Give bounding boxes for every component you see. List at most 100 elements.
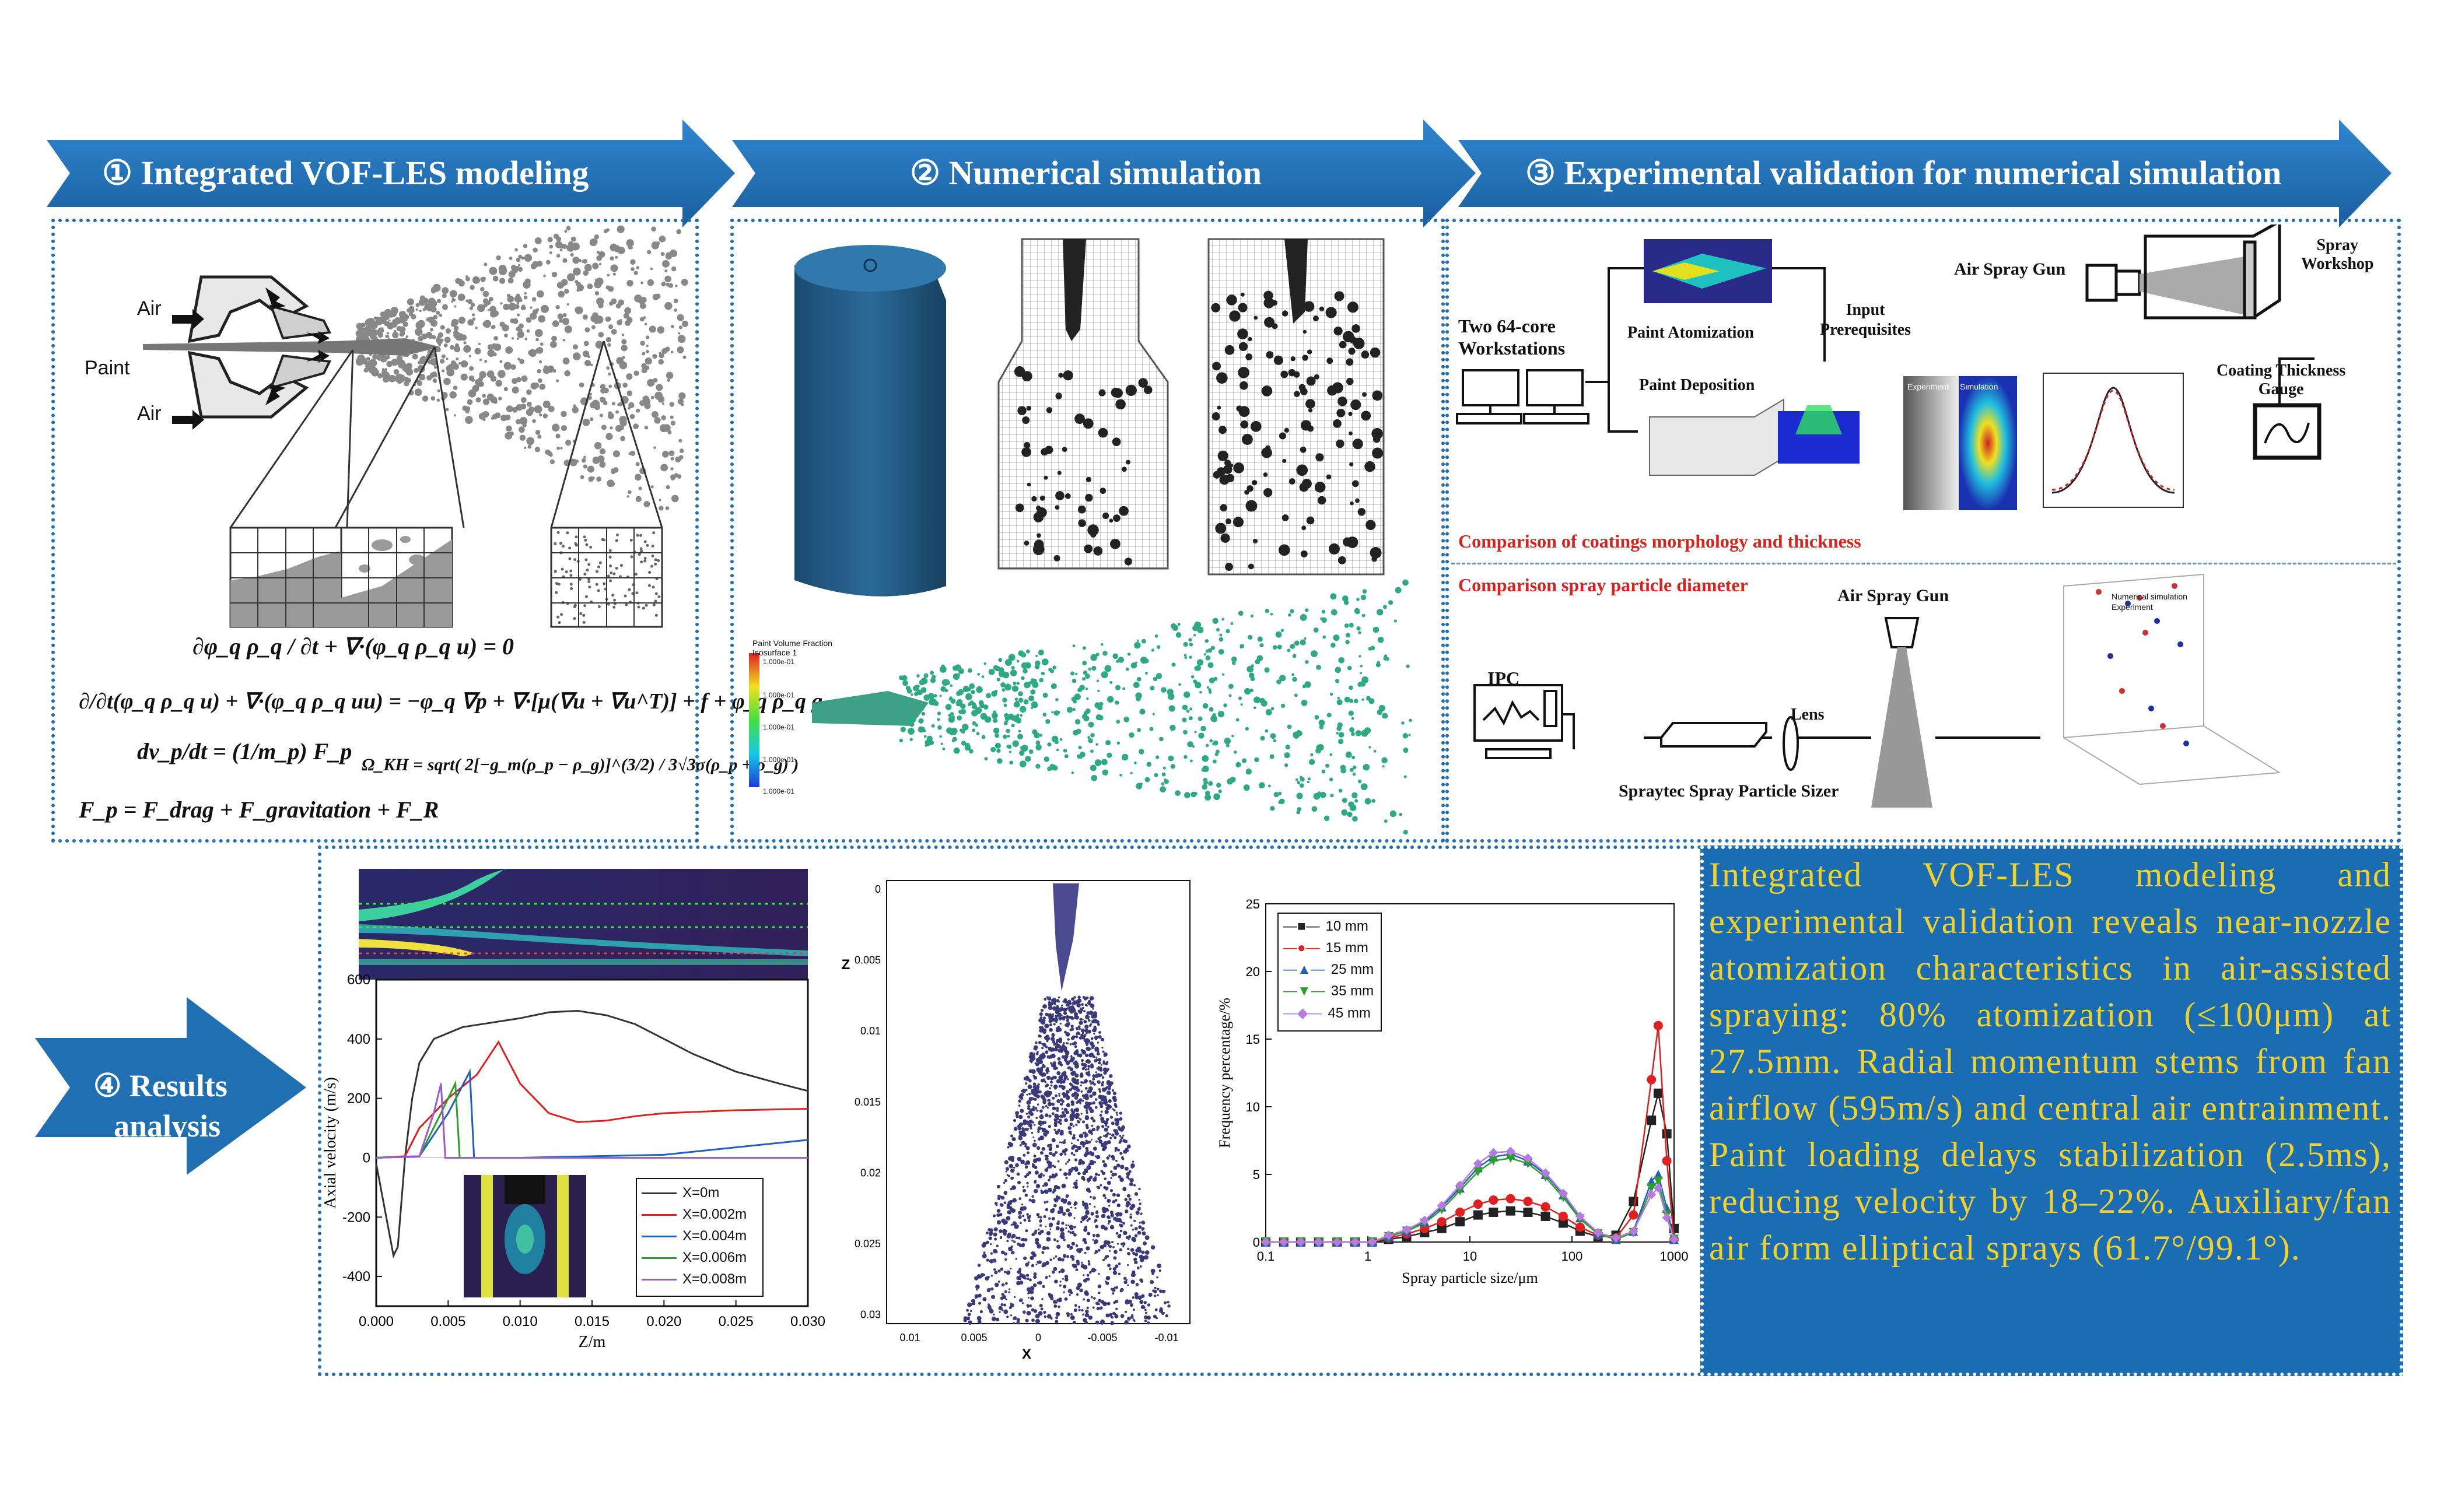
chart3-point xyxy=(1558,1211,1568,1221)
chart3-point xyxy=(1653,1176,1663,1186)
step4-arrow xyxy=(35,997,306,1175)
step3-arrow xyxy=(1458,120,2392,227)
workstations-label: Two 64-core Workstations xyxy=(1458,315,1566,359)
chart3-point xyxy=(1558,1188,1568,1198)
lens-icon xyxy=(1783,716,1799,771)
chart3-ytick: 5 xyxy=(1253,1167,1260,1182)
chart2-ytick: 0.01 xyxy=(860,1025,881,1037)
chart3-ytick: 10 xyxy=(1246,1100,1260,1114)
colorbar-tick: 1.000e-01 xyxy=(763,756,795,764)
chart3-point xyxy=(1437,1223,1447,1233)
velocity-inset xyxy=(464,1175,586,1297)
chart3-point xyxy=(1647,1183,1657,1193)
chart3-point xyxy=(1523,1159,1533,1169)
chart3-point xyxy=(1505,1153,1515,1163)
chart3-point xyxy=(1314,1237,1323,1247)
chart3-point xyxy=(1437,1201,1447,1211)
chart1-series-1 xyxy=(376,1040,808,1159)
chart1-legend-item: X=0.006m xyxy=(642,1250,747,1266)
chart3-xtick: 10 xyxy=(1463,1249,1477,1264)
chart2-xtick: 0 xyxy=(1035,1332,1041,1343)
chart1-series-2 xyxy=(376,1068,808,1159)
step1-arrow xyxy=(47,120,735,227)
legend-swatch: —▼— xyxy=(1283,983,1325,999)
paint-atomization-label: Paint Atomization xyxy=(1627,324,1754,342)
chart3-point xyxy=(1384,1230,1393,1240)
chart3-point xyxy=(1653,1183,1663,1193)
chart3-ytick: 25 xyxy=(1246,897,1260,911)
experiment-label: Experiment xyxy=(1907,382,1949,391)
chart1-ytick: 400 xyxy=(347,1032,370,1047)
chart3-xtick: 0.1 xyxy=(1257,1249,1275,1264)
lens-label: Lens xyxy=(1791,706,1825,724)
chart2-ytick: 0 xyxy=(875,883,881,895)
chart3-ylabel: Frequency percentage/% xyxy=(1216,998,1233,1148)
step1-title: ① Integrated VOF-LES modeling xyxy=(102,154,589,192)
chart3-point xyxy=(1629,1197,1638,1206)
chart3-ytick: 15 xyxy=(1246,1032,1260,1047)
legend-label: X=0.004m xyxy=(682,1228,747,1244)
chart3-legend-item: —▲— 25 mm xyxy=(1283,962,1374,978)
velocity-contour xyxy=(359,869,808,980)
chart1-xtick: 0.020 xyxy=(646,1314,681,1329)
chart3-point xyxy=(1540,1211,1550,1221)
chart3-point xyxy=(1593,1227,1603,1237)
chart3-xtick: 1000 xyxy=(1660,1249,1689,1264)
chart2-ytick: 0.03 xyxy=(860,1309,881,1321)
eq-continuity: ∂φ_q ρ_q / ∂t + ∇·(φ_q ρ_q u) = 0 xyxy=(192,633,514,659)
chart3-point xyxy=(1455,1180,1465,1190)
spraytec-label: Spraytec Spray Particle Sizer xyxy=(1619,781,1839,801)
chart3-xtick: 1 xyxy=(1364,1249,1371,1264)
chart3-point xyxy=(1558,1218,1568,1228)
chart3-point xyxy=(1629,1226,1638,1236)
legend-label: 15 mm xyxy=(1325,940,1368,956)
chart2-xlabel: X xyxy=(1022,1346,1031,1362)
chart3-point xyxy=(1505,1206,1515,1216)
chart3-legend-item: —◆— 45 mm xyxy=(1283,1005,1371,1022)
legend-swatch xyxy=(642,1214,677,1216)
chart3-point xyxy=(1611,1233,1621,1243)
nozzle-diagram xyxy=(143,225,689,628)
legend-label: X=0.008m xyxy=(682,1271,747,1287)
chart3-point xyxy=(1523,1153,1533,1163)
chart3-point xyxy=(1437,1217,1447,1227)
chart3-point xyxy=(1662,1129,1672,1139)
scatter3d-legend-exp: Experiment xyxy=(2112,602,2153,612)
scatter-3d xyxy=(2063,573,2280,785)
panel3-box xyxy=(1445,219,2401,843)
particle-scatter-chart: 0 0.005 0.01 0.015 0.02 0.025 0.03 0.01 0.005 0 -0… xyxy=(842,880,1191,1362)
chart2-xtick: 0.01 xyxy=(899,1332,920,1343)
experiment-image xyxy=(1903,376,1959,510)
air-spray-gun-label: Air Spray Gun xyxy=(1954,259,2066,279)
eq-omega: Ω_KH = sqrt( 2[−g_m(ρ_p − ρ_g)]^(3/2) / … xyxy=(362,755,799,774)
chart3-point xyxy=(1653,1088,1663,1098)
legend-label: 45 mm xyxy=(1328,1005,1371,1021)
panel2-box xyxy=(730,219,1445,843)
legend-swatch xyxy=(642,1279,677,1281)
chart3-point xyxy=(1279,1237,1288,1247)
chart1-ytick: 0 xyxy=(363,1150,370,1166)
legend-label: 35 mm xyxy=(1330,983,1374,999)
chart3-point xyxy=(1662,1156,1672,1166)
chart3-point xyxy=(1629,1210,1638,1220)
chart3-point xyxy=(1505,1194,1515,1204)
chart3-point xyxy=(1575,1222,1585,1232)
chart3-point xyxy=(1647,1190,1657,1199)
chart3-point xyxy=(1647,1115,1657,1125)
air-top-label: Air xyxy=(137,297,162,320)
chart3-legend-item: —●— 15 mm xyxy=(1283,940,1368,956)
chart3-point xyxy=(1455,1207,1465,1217)
chart3-ytick: 0 xyxy=(1253,1235,1260,1250)
spray-workshop-icon xyxy=(2085,224,2281,320)
chart1-xtick: 0.025 xyxy=(719,1314,754,1329)
chart1-xtick: 0.015 xyxy=(575,1314,610,1329)
colorbar-title: Paint Volume Fraction Isosurface 1 xyxy=(752,639,832,657)
chart1-ytick: -400 xyxy=(342,1269,370,1285)
chart3-point xyxy=(1402,1225,1412,1235)
legend-label: 10 mm xyxy=(1325,918,1368,934)
legend-swatch: —■— xyxy=(1283,918,1320,934)
chart1-xtick: 0.030 xyxy=(790,1314,825,1329)
chart3-point xyxy=(1489,1207,1498,1217)
legend-swatch: —◆— xyxy=(1283,1005,1322,1021)
eq-momentum: ∂/∂t(φ_q ρ_q u) + ∇·(φ_q ρ_q uu) = −φ_q … xyxy=(79,689,823,714)
